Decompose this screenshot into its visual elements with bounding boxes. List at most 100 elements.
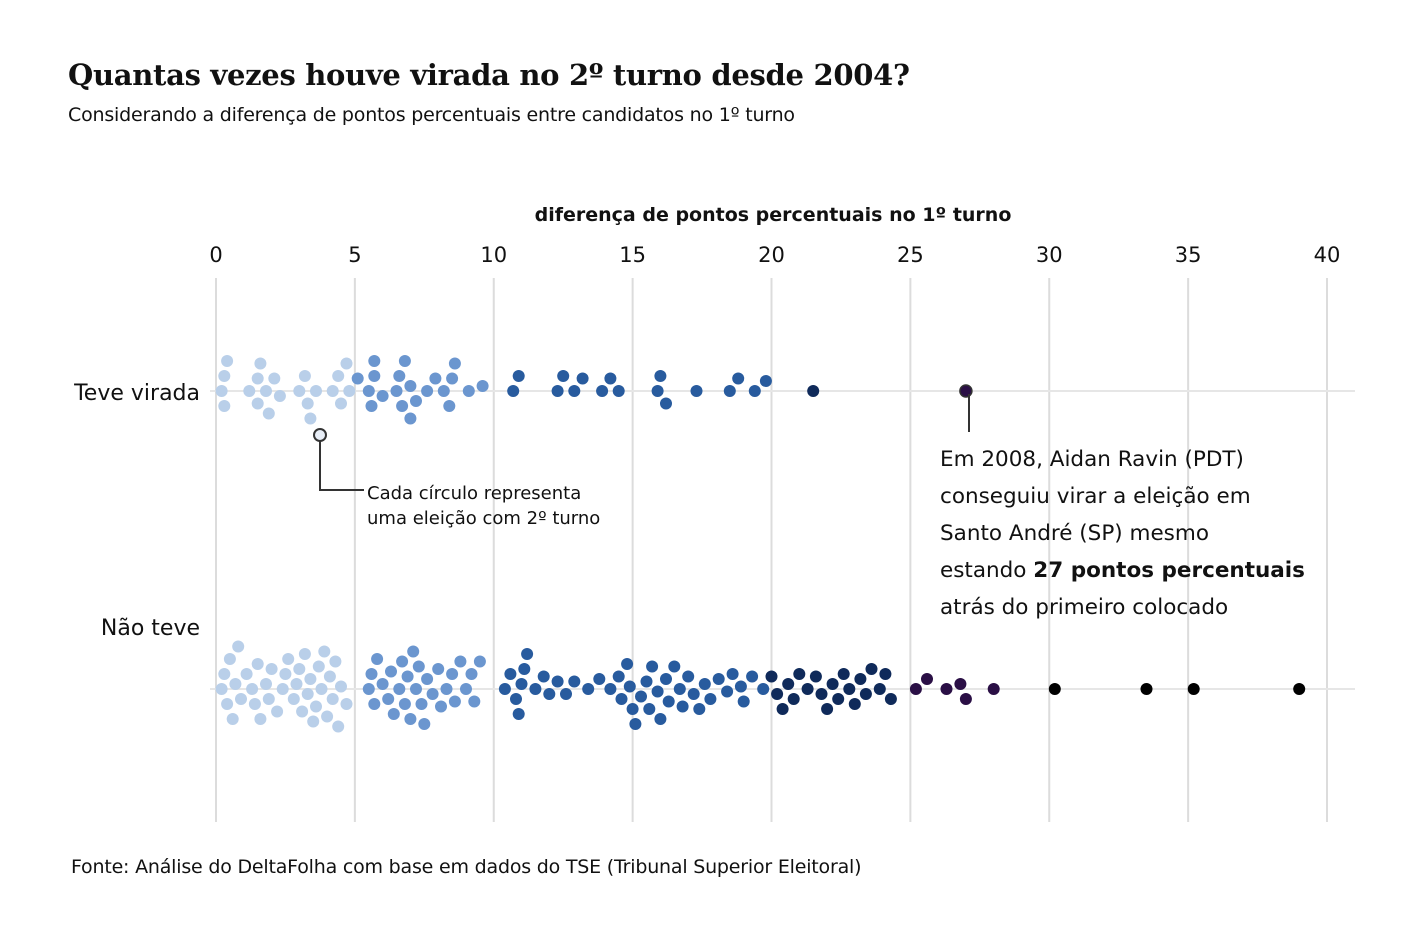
point-nao-teve-88 (623, 680, 636, 693)
point-nao-teve-135 (909, 683, 922, 695)
point-nao-teve-144 (1293, 683, 1306, 695)
point-nao-teve-33 (323, 670, 336, 683)
point-nao-teve-69 (498, 683, 511, 695)
point-nao-teve-68 (473, 655, 486, 668)
point-nao-teve-0 (215, 683, 228, 695)
point-nao-teve-65 (460, 683, 472, 695)
point-nao-teve-82 (582, 683, 595, 695)
point-nao-teve-81 (568, 675, 581, 688)
point-nao-teve-19 (282, 653, 295, 665)
point-nao-teve-142 (1140, 683, 1153, 695)
point-nao-teve-32 (321, 710, 334, 723)
point-nao-teve-112 (746, 670, 759, 683)
point-nao-teve-40 (365, 668, 378, 680)
circle-note-line-1: Cada círculo representa (367, 483, 581, 504)
point-teve-virada-35 (421, 385, 434, 397)
point-teve-virada-37 (437, 385, 450, 397)
highlight-note-line-3: Santo André (SP) mesmo (940, 521, 1209, 546)
point-nao-teve-100 (673, 683, 686, 695)
tick-label-40: 40 (1314, 243, 1341, 267)
highlight-note-line-5: atrás do primeiro colocado (940, 595, 1228, 620)
point-nao-teve-23 (296, 705, 309, 718)
point-nao-teve-8 (240, 668, 253, 680)
point-nao-teve-95 (651, 685, 664, 698)
point-nao-teve-54 (412, 660, 425, 673)
point-nao-teve-76 (529, 683, 542, 695)
point-teve-virada-0 (215, 385, 228, 397)
point-nao-teve-102 (682, 670, 695, 683)
point-teve-virada-14 (301, 397, 314, 410)
data-points (215, 355, 1306, 733)
point-nao-teve-122 (815, 688, 828, 700)
grid-layer (215, 278, 1328, 822)
point-nao-teve-110 (734, 680, 747, 693)
point-nao-teve-35 (329, 655, 342, 668)
point-teve-virada-39 (446, 372, 459, 385)
point-teve-virada-41 (462, 385, 475, 397)
point-nao-teve-25 (301, 688, 314, 700)
point-teve-virada-56 (723, 385, 736, 397)
point-teve-virada-11 (273, 390, 286, 402)
x-axis-title: diferença de pontos percentuais no 1º tu… (535, 204, 1012, 226)
point-nao-teve-123 (821, 703, 834, 715)
point-teve-virada-24 (365, 400, 378, 412)
point-nao-teve-44 (382, 693, 395, 705)
point-teve-virada-25 (368, 370, 381, 382)
point-teve-virada-9 (262, 407, 275, 420)
point-nao-teve-126 (837, 668, 850, 680)
point-nao-teve-58 (426, 688, 439, 700)
point-nao-teve-80 (560, 688, 572, 700)
point-nao-teve-86 (615, 693, 628, 705)
point-nao-teve-84 (604, 683, 617, 695)
point-nao-teve-1 (218, 668, 231, 680)
point-teve-virada-1 (218, 370, 231, 382)
point-teve-virada-32 (404, 380, 417, 392)
point-nao-teve-15 (265, 663, 278, 675)
point-nao-teve-18 (279, 668, 292, 680)
point-nao-teve-131 (865, 663, 878, 675)
point-nao-teve-106 (704, 693, 717, 705)
point-nao-teve-128 (848, 698, 861, 710)
point-nao-teve-79 (551, 675, 564, 688)
point-nao-teve-55 (415, 698, 428, 710)
point-teve-virada-18 (332, 370, 345, 382)
source-note: Fonte: Análise do DeltaFolha com base em… (71, 856, 862, 878)
point-nao-teve-42 (371, 653, 384, 665)
point-teve-virada-47 (568, 385, 581, 397)
point-teve-virada-31 (398, 355, 411, 367)
point-nao-teve-139 (959, 693, 972, 705)
point-nao-teve-118 (787, 693, 800, 705)
point-nao-teve-34 (326, 693, 339, 705)
point-nao-teve-96 (654, 713, 667, 725)
point-teve-virada-7 (254, 357, 267, 370)
point-teve-virada-61 (959, 384, 973, 398)
point-nao-teve-43 (376, 678, 389, 690)
point-teve-virada-30 (396, 400, 409, 412)
point-teve-virada-10 (268, 372, 281, 385)
point-nao-teve-41 (368, 698, 381, 710)
point-nao-teve-9 (246, 683, 259, 695)
row-label-nao-teve: Não teve (101, 616, 200, 641)
point-nao-teve-71 (510, 693, 522, 705)
point-teve-virada-36 (429, 372, 442, 385)
point-nao-teve-138 (954, 678, 967, 690)
tick-labels: 0 5 10 15 20 25 30 35 40 (209, 243, 1340, 267)
point-nao-teve-56 (418, 718, 431, 730)
highlight-note-line-4: estando 27 pontos percentuais (940, 558, 1305, 583)
point-nao-teve-124 (826, 678, 839, 690)
point-nao-teve-46 (387, 708, 400, 720)
point-nao-teve-52 (407, 645, 420, 658)
point-nao-teve-70 (504, 668, 517, 680)
point-teve-virada-40 (448, 357, 461, 370)
point-nao-teve-21 (290, 678, 303, 690)
point-nao-teve-108 (721, 685, 734, 698)
point-nao-teve-53 (410, 683, 422, 695)
point-nao-teve-39 (362, 683, 375, 695)
annotations: Cada círculo representa uma eleição com … (313, 394, 1305, 620)
point-nao-teve-94 (646, 660, 659, 673)
point-teve-virada-54 (660, 397, 672, 410)
highlight-note-line-1: Em 2008, Aidan Ravin (PDT) (940, 447, 1244, 472)
point-nao-teve-111 (737, 695, 750, 708)
point-nao-teve-117 (782, 678, 795, 690)
point-teve-virada-58 (748, 385, 761, 397)
